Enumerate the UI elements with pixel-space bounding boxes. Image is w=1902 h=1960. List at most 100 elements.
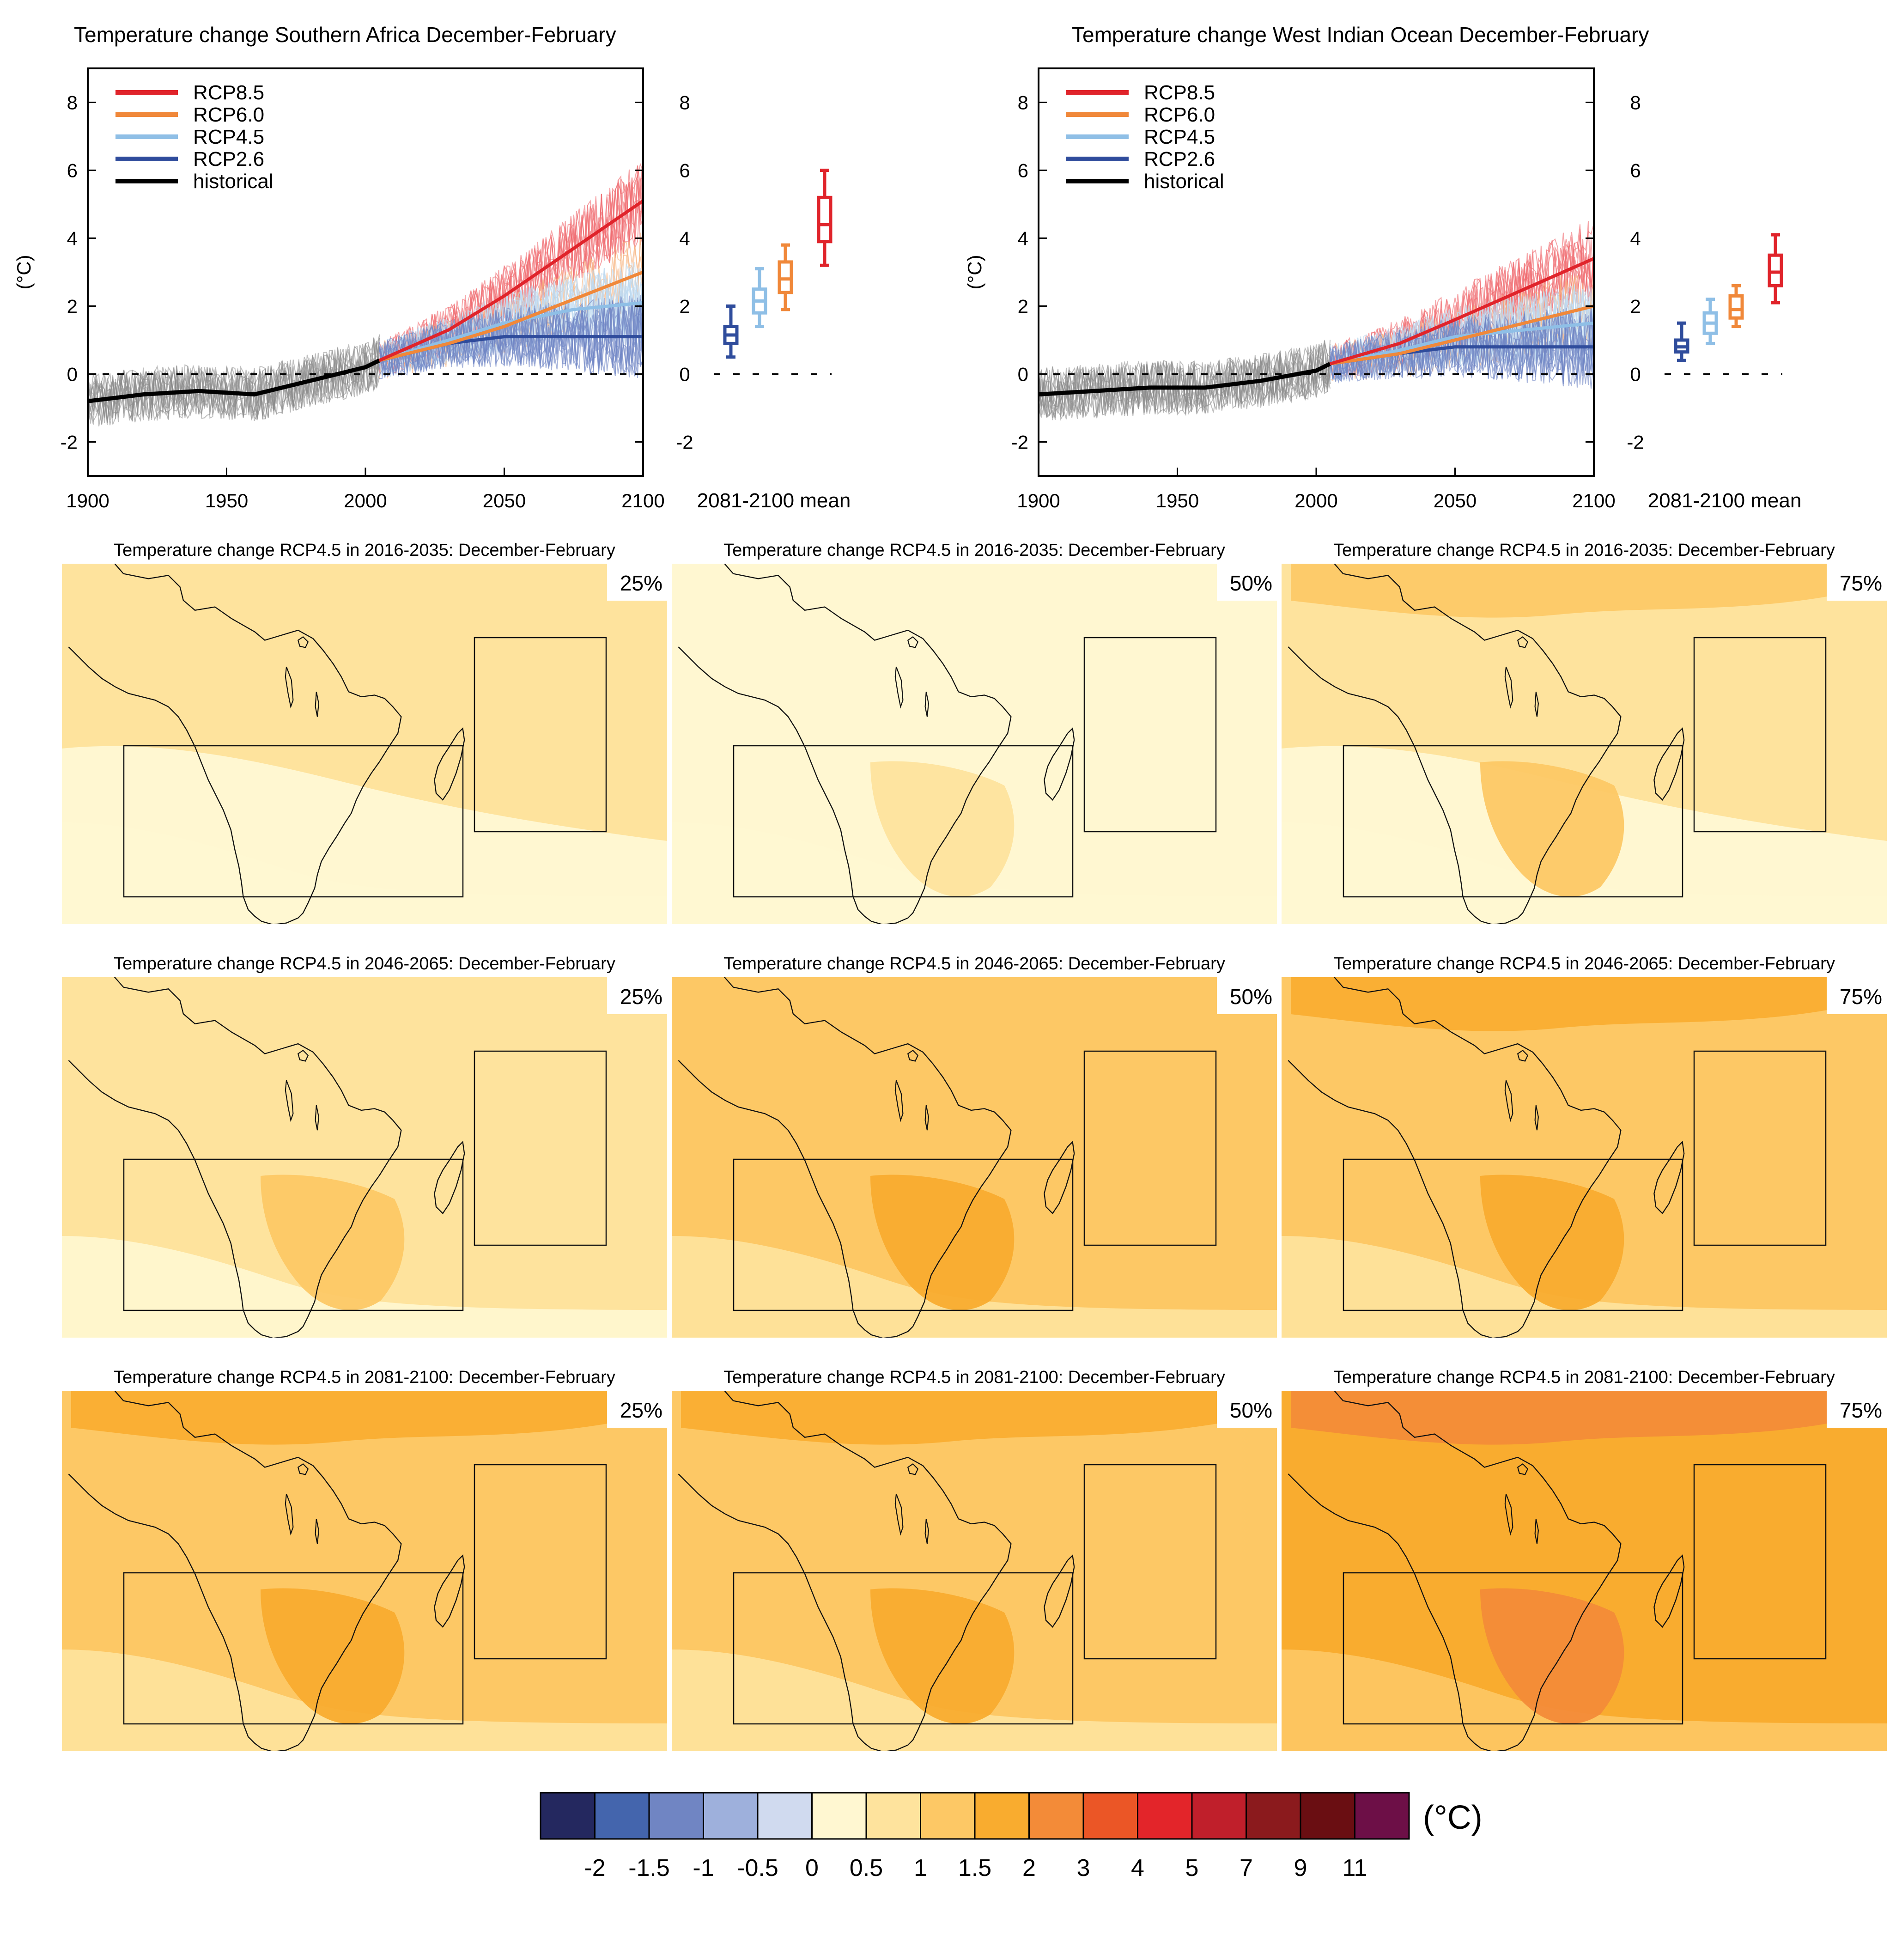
- series-line-historical: [1038, 362, 1331, 397]
- coastline-madagascar: [1044, 1554, 1075, 1628]
- colorbar-tick-label: -0.5: [737, 1855, 778, 1881]
- box-axis-label: 2081-2100 mean: [1648, 489, 1802, 512]
- x-tick-label: 1950: [205, 490, 248, 511]
- y-axis-label: (°C): [964, 255, 985, 289]
- box-rect-RCP8.5: [817, 195, 833, 243]
- lake-malawi: [315, 1105, 319, 1131]
- percentile-label: 25%: [620, 571, 662, 595]
- map-warm-region: [1480, 761, 1624, 897]
- colorbar-swatch: [974, 1792, 1030, 1840]
- map-cool-band: [672, 1650, 1277, 1751]
- legend-label-RCP8.5: RCP8.5: [1144, 81, 1215, 104]
- coastline-africa: [678, 1391, 1012, 1751]
- series-line-historical: [87, 359, 381, 403]
- lake-tanganyika: [285, 1493, 294, 1536]
- colorbar-tick-label: 4: [1131, 1855, 1144, 1881]
- map-warm-region: [870, 1175, 1015, 1310]
- colorbar-swatch: [1354, 1792, 1410, 1840]
- x-tick-label: 2000: [1294, 490, 1337, 511]
- lake-victoria: [297, 636, 309, 648]
- percentile-label-bg: [1827, 977, 1887, 1014]
- x-tick-label: 2100: [1572, 490, 1615, 511]
- coastline-group: [68, 564, 465, 924]
- historical-member: [88, 338, 380, 423]
- y-tick-label-right: 4: [1630, 228, 1641, 250]
- map-panel-r0-c2: Temperature change RCP4.5 in 2016-2035: …: [1282, 536, 1887, 933]
- y-tick-label: -2: [61, 432, 78, 453]
- map-warm-region: [1480, 1588, 1624, 1724]
- west-indian-ocean-region-box: [1693, 637, 1827, 833]
- coastline-group: [68, 1391, 465, 1751]
- colorbar-tick-label: -1.5: [628, 1855, 670, 1881]
- percentile-label: 75%: [1840, 1398, 1882, 1422]
- colorbar-tick-label: 1.5: [958, 1855, 991, 1881]
- map-title: Temperature change RCP4.5 in 2016-2035: …: [1333, 541, 1835, 560]
- series-line-RCP6.0: [379, 270, 644, 362]
- colorbar-tick-label: 1: [914, 1855, 927, 1881]
- colorbar: -2 -1.5 -1 -0.5 0 0.5 1 1.5 2 3 4 5 7 9 11 (°C): [536, 1788, 1506, 1908]
- map-svg: 25%: [62, 977, 667, 1338]
- map-title: Temperature change RCP4.5 in 2046-2065: …: [723, 954, 1225, 974]
- x-tick-label: 1900: [66, 490, 109, 511]
- map-cool-band: [1282, 1650, 1887, 1751]
- map-svg: 25%: [62, 564, 667, 924]
- x-tick-label: 2050: [1434, 490, 1477, 511]
- box-rect-RCP8.5: [1768, 253, 1783, 287]
- y-tick-label-right: 8: [679, 92, 690, 114]
- series-line-RCP8.5: [378, 199, 644, 362]
- lake-malawi: [924, 1105, 929, 1131]
- map-north-warm: [1291, 977, 1859, 1031]
- y-tick-label-right: 6: [679, 160, 690, 182]
- timeseries-chart-west-indian-ocean: (°C) 1900 1950 2000 2050 2100 -2 -2 0 0 2 2 4 4 6 6 8 8 RC…: [964, 67, 1802, 512]
- colorbar-swatch: [1300, 1792, 1355, 1840]
- coastline-africa: [68, 564, 402, 924]
- scenario-member-RCP2.6: [1330, 308, 1594, 388]
- percentile-label-bg: [1827, 564, 1887, 601]
- percentile-label: 75%: [1840, 571, 1882, 595]
- map-svg: 50%: [672, 1391, 1277, 1751]
- map-cool-band: [1282, 822, 1887, 924]
- map-title: Temperature change RCP4.5 in 2046-2065: …: [114, 954, 615, 974]
- coastline-africa: [1288, 1391, 1622, 1751]
- percentile-label: 25%: [620, 1398, 662, 1422]
- timeseries-chart-southern-africa: (°C) 1900 1950 2000 2050 2100 -2 -2 0 0 2 2 4 4 6 6 8 8 RC…: [13, 67, 851, 512]
- colorbar-tick-label: 9: [1294, 1855, 1307, 1881]
- legend-label-RCP2.6: RCP2.6: [193, 148, 264, 170]
- series-line-RCP6.0: [1330, 304, 1594, 365]
- colorbar-unit: (°C): [1423, 1799, 1483, 1836]
- colorbar-swatch: [811, 1792, 867, 1840]
- colorbar-tick-label: -2: [584, 1855, 605, 1881]
- historical-member: [88, 337, 380, 425]
- west-indian-ocean-region-box: [474, 1050, 607, 1246]
- lake-victoria: [297, 1463, 309, 1475]
- percentile-label: 50%: [1230, 1398, 1272, 1422]
- southern-africa-region-box: [733, 1158, 1074, 1311]
- colorbar-swatch: [648, 1792, 704, 1840]
- southern-africa-region-box: [1343, 1158, 1683, 1311]
- y-tick-label: 6: [67, 160, 78, 182]
- y-tick-label: -2: [1011, 432, 1028, 453]
- map-svg: 75%: [1282, 977, 1887, 1338]
- colorbar-swatch: [703, 1792, 759, 1840]
- map-svg: 50%: [672, 977, 1277, 1338]
- percentile-label: 50%: [1230, 985, 1272, 1009]
- percentile-label-bg: [1217, 977, 1277, 1014]
- coastline-group: [1288, 564, 1685, 924]
- coastline-group: [678, 977, 1075, 1338]
- y-tick-label-right: 8: [1630, 92, 1641, 114]
- map-title: Temperature change RCP4.5 in 2016-2035: …: [723, 541, 1225, 560]
- map-svg: 75%: [1282, 1391, 1887, 1751]
- coastline-africa: [678, 564, 1012, 924]
- map-title: Temperature change RCP4.5 in 2081-2100: …: [1333, 1368, 1835, 1387]
- map-panel-r2-c0: Temperature change RCP4.5 in 2081-2100: …: [62, 1363, 667, 1760]
- y-tick-label: 8: [67, 92, 78, 114]
- colorbar-tick-label: 0.5: [850, 1855, 883, 1881]
- historical-member: [1039, 349, 1331, 418]
- coastline-madagascar: [1653, 727, 1685, 801]
- y-tick-label-right: 0: [679, 364, 690, 385]
- colorbar-swatch: [865, 1792, 921, 1840]
- map-grid: Temperature change RCP4.5 in 2016-2035: …: [0, 536, 1902, 1774]
- y-tick-label-right: 0: [1630, 364, 1641, 385]
- y-tick-label-right: 4: [679, 228, 690, 250]
- y-tick-label: 2: [1018, 296, 1028, 317]
